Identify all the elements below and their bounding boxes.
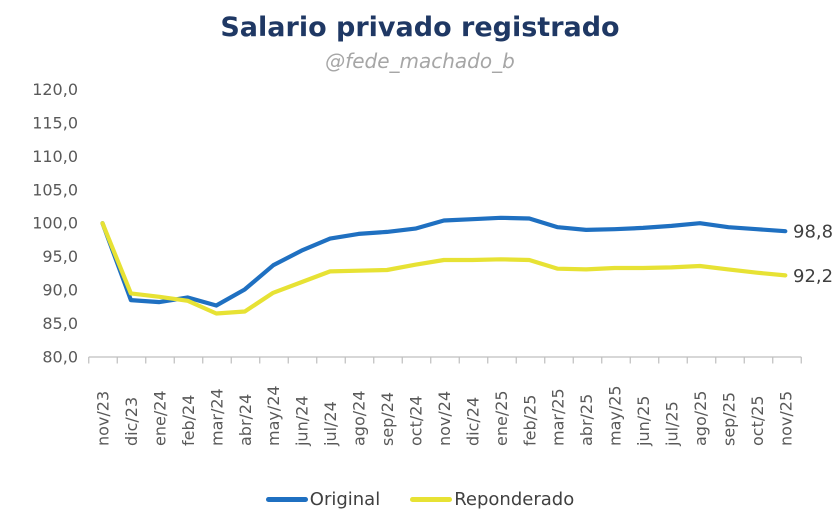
x-axis-tick-label: may/25: [606, 385, 625, 446]
end-value-label-reponderado: 92,2: [793, 266, 833, 287]
y-axis-tick-label: 115,0: [32, 113, 78, 132]
x-axis-tick-label: ago/25: [691, 391, 710, 447]
x-axis-tick-label: may/24: [264, 385, 283, 446]
original-line-swatch: [265, 496, 308, 502]
y-axis-tick-label: 85,0: [42, 314, 78, 333]
legend-item-original: Original: [265, 488, 381, 510]
legend-item-reponderado: Reponderado: [410, 489, 574, 510]
legend: Original Reponderado: [0, 486, 840, 512]
x-axis-tick-label: jun/24: [293, 396, 312, 447]
y-axis-tick-label: 110,0: [32, 147, 78, 166]
y-axis-tick-label: 90,0: [42, 281, 78, 300]
y-axis-tick-label: 95,0: [42, 247, 78, 266]
x-axis-tick-label: nov/25: [776, 391, 795, 446]
y-axis-tick-label: 105,0: [32, 180, 78, 199]
legend-label-original: Original: [309, 488, 381, 510]
x-axis-tick-label: nov/24: [435, 391, 454, 446]
series-line-reponderado: [100, 221, 788, 316]
x-axis-tick-label: oct/25: [748, 395, 767, 446]
x-axis-tick-label: jul/24: [321, 401, 340, 447]
x-axis-tick-label: oct/24: [406, 395, 425, 446]
x-axis-tick-label: ene/25: [492, 390, 511, 446]
series-line-original: [100, 215, 788, 308]
x-axis-tick-label: feb/25: [520, 395, 539, 446]
x-axis-tick-label: ene/24: [150, 390, 169, 446]
y-axis-tick-label: 80,0: [42, 348, 78, 367]
legend-label-reponderado: Reponderado: [454, 488, 575, 510]
x-axis-tick-label: dic/24: [463, 397, 482, 446]
x-axis-tick-label: nov/23: [94, 391, 113, 446]
x-axis-tick-label: mar/25: [549, 388, 568, 446]
end-value-label-original: 98,8: [793, 222, 833, 243]
y-axis-tick-label: 120,0: [32, 80, 78, 99]
x-axis-tick-label: abr/25: [577, 394, 596, 446]
chart-title: Salario privado registrado: [220, 12, 620, 43]
x-axis-tick-label: mar/24: [207, 388, 226, 446]
x-axis-tick-label: abr/24: [236, 394, 255, 446]
x-axis-tick-label: sep/25: [719, 392, 738, 446]
reponderado-line-swatch: [410, 496, 453, 502]
x-axis-tick-label: jul/25: [663, 401, 682, 447]
x-axis-tick-label: sep/24: [378, 392, 397, 446]
x-axis-tick-label: feb/24: [179, 395, 198, 446]
chart-subtitle: @fede_machado_b: [325, 49, 515, 73]
x-axis-tick-label: jun/25: [634, 396, 653, 447]
y-axis-tick-label: 100,0: [32, 214, 78, 233]
x-axis-tick-label: ago/24: [350, 391, 369, 447]
x-axis-tick-label: dic/23: [122, 397, 141, 446]
